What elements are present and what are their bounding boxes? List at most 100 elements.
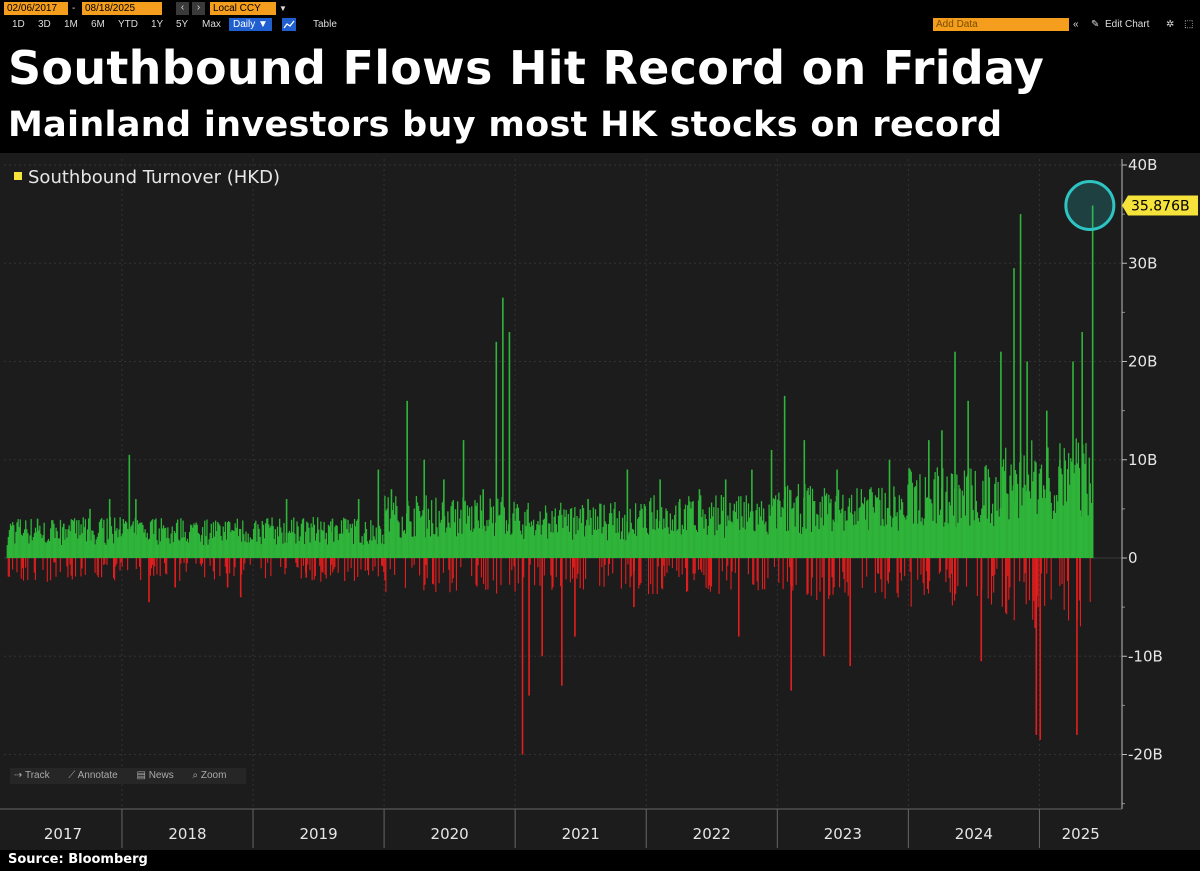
flow-bar-positive (904, 517, 906, 558)
flow-bar-positive (511, 533, 513, 558)
flow-bar-positive (226, 522, 229, 558)
range-ytd[interactable]: YTD (118, 19, 138, 30)
range-6m[interactable]: 6M (91, 19, 105, 30)
flow-bar-positive (690, 508, 692, 558)
flow-bar-positive (519, 530, 522, 558)
frequency-select[interactable]: Daily ▼ (229, 18, 272, 31)
flow-bar-positive (174, 533, 177, 558)
x-tick-label: 2022 (693, 825, 731, 843)
flow-bar-positive (430, 500, 433, 558)
table-button[interactable]: Table (313, 19, 337, 30)
next-arrow-icon[interactable]: › (192, 2, 205, 15)
flow-bar-positive (917, 523, 919, 558)
flow-bar-negative (726, 558, 728, 581)
flow-bar-positive (186, 538, 189, 558)
flow-bar-positive (847, 506, 849, 558)
flow-bar-positive (617, 532, 619, 558)
prev-arrow-icon[interactable]: ‹ (176, 2, 189, 15)
range-3d[interactable]: 3D (38, 19, 51, 30)
flow-bar-positive (753, 530, 755, 558)
flow-bar-negative (103, 558, 105, 565)
start-date-input[interactable]: 02/06/2017 (4, 2, 68, 15)
flow-bar-negative (1023, 558, 1025, 583)
flow-bar-negative (993, 558, 995, 593)
flow-bar-positive (882, 519, 884, 558)
flow-bar-negative (681, 558, 683, 575)
flow-bar-positive (576, 515, 578, 558)
collapse-icon[interactable]: « (1073, 19, 1079, 30)
flow-bar-positive (110, 526, 113, 558)
flow-bar-positive (381, 543, 383, 558)
flow-bar-negative (517, 558, 519, 584)
flow-bar-positive (40, 533, 42, 558)
flow-spike-positive (266, 518, 268, 558)
flow-bar-positive (943, 526, 945, 558)
flow-bar-positive (118, 529, 120, 558)
flow-bar-positive (667, 527, 669, 558)
currency-dropdown-icon[interactable]: ▼ (279, 4, 287, 13)
flow-spike-positive (89, 508, 91, 558)
zoom-tool[interactable]: ⌕ Zoom (192, 770, 227, 781)
flow-bar-negative (385, 558, 387, 593)
flow-bar-positive (74, 533, 77, 558)
track-tool[interactable]: ⇢ Track (14, 770, 50, 781)
flow-bar-negative (909, 558, 911, 572)
flow-bar-positive (447, 511, 449, 558)
flow-bar-positive (399, 537, 401, 558)
share-icon[interactable]: ⬚ (1184, 19, 1194, 30)
flow-bar-positive (193, 523, 195, 558)
flow-bar-negative (1024, 558, 1026, 574)
flow-bar-positive (1085, 443, 1087, 558)
flow-bar-positive (341, 533, 344, 558)
flow-bar-positive (460, 509, 462, 558)
range-1m[interactable]: 1M (64, 19, 78, 30)
flow-bar-positive (147, 539, 150, 558)
flow-bar-negative (756, 558, 758, 582)
end-date-input[interactable]: 08/18/2025 (82, 2, 162, 15)
flow-bar-positive (865, 519, 867, 558)
flow-bar-negative (330, 558, 332, 576)
flow-bar-positive (934, 472, 936, 558)
flow-spike-positive (502, 297, 504, 558)
flow-bar-positive (277, 536, 280, 558)
add-data-input[interactable]: Add Data (933, 18, 1069, 31)
flow-bar-positive (237, 536, 240, 558)
flow-bar-positive (615, 532, 617, 558)
line-chart-icon[interactable] (282, 18, 296, 31)
flow-spike-positive (508, 332, 511, 558)
edit-chart-button[interactable]: Edit Chart (1105, 19, 1150, 30)
flow-spike-positive (724, 479, 727, 558)
flow-bar-negative (925, 558, 927, 572)
flow-bar-positive (183, 537, 185, 558)
flow-bar-negative (786, 558, 789, 582)
flow-bar-positive (165, 527, 167, 558)
flow-bar-positive (172, 542, 174, 558)
flow-bar-negative (96, 558, 98, 576)
settings-gear-icon[interactable]: ✲ (1166, 19, 1175, 30)
flow-bar-negative (59, 558, 61, 572)
flow-bar-positive (474, 500, 476, 558)
range-max[interactable]: Max (202, 19, 221, 30)
news-tool[interactable]: ▤ News (136, 770, 174, 781)
flow-bar-negative (433, 558, 435, 585)
range-1d[interactable]: 1D (12, 19, 25, 30)
flow-bar-positive (598, 529, 600, 558)
flow-bar-positive (15, 531, 17, 558)
flow-bar-positive (190, 524, 192, 558)
range-5y[interactable]: 5Y (176, 19, 189, 30)
flow-bar-positive (309, 542, 311, 558)
flow-bar-negative (938, 558, 940, 574)
range-1y[interactable]: 1Y (151, 19, 164, 30)
pencil-icon[interactable]: ✎ (1091, 19, 1100, 30)
flow-bar-positive (1039, 468, 1042, 558)
flow-bar-positive (434, 534, 436, 558)
flow-bar-positive (144, 529, 146, 558)
currency-select[interactable]: Local CCY (210, 2, 276, 15)
flow-bar-positive (476, 502, 478, 558)
flow-bar-positive (471, 506, 473, 558)
flow-bar-positive (1029, 498, 1032, 558)
flow-bar-positive (1089, 483, 1091, 558)
flow-spike-positive (200, 538, 203, 558)
flow-bar-negative (666, 558, 668, 573)
annotate-tool[interactable]: ⟋ Annotate (68, 770, 118, 781)
